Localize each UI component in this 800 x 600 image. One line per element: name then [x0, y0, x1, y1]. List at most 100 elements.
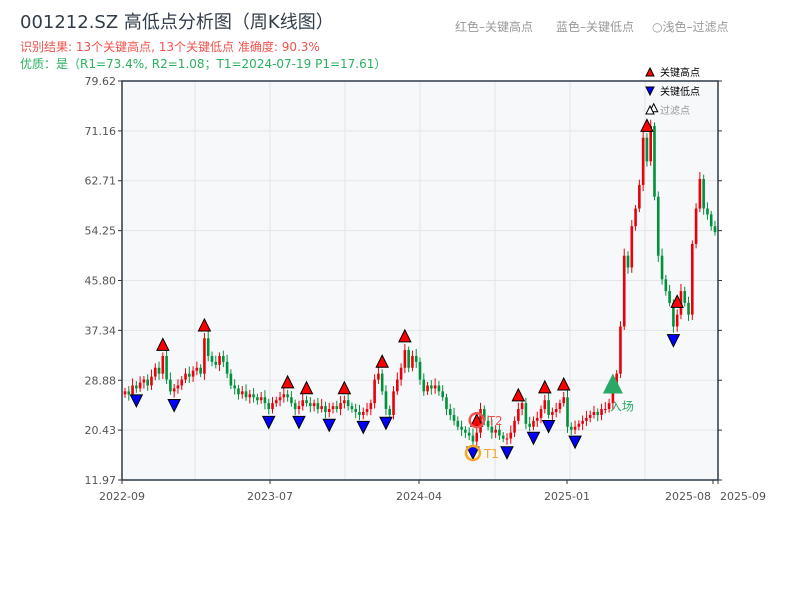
candle-body — [218, 355, 221, 365]
candle-body — [467, 432, 471, 436]
candle-body — [365, 409, 369, 412]
candle-body — [165, 355, 168, 380]
key-low-marker — [292, 415, 306, 430]
candle-body — [702, 179, 705, 209]
key-high-marker — [280, 374, 295, 389]
candle-body — [585, 417, 588, 421]
y-tick-label: 28.88 — [85, 374, 117, 387]
y-tick-label: 54.25 — [85, 225, 117, 238]
candle-body — [490, 426, 494, 433]
candle-body — [327, 409, 331, 412]
candle-body — [282, 394, 286, 398]
y-tick-label: 37.34 — [85, 324, 117, 337]
key-high-marker — [299, 380, 314, 395]
entry-label: 入场 — [610, 399, 634, 413]
legend-label: 过滤点 — [660, 104, 690, 117]
y-tick-label: 79.62 — [85, 75, 117, 88]
key-high-marker — [537, 379, 552, 394]
candle-body — [641, 137, 645, 185]
key-low-marker — [541, 419, 556, 434]
legend-marker — [645, 104, 655, 115]
candle-body — [411, 355, 414, 368]
candle-body — [157, 367, 161, 374]
candle-body — [441, 391, 444, 398]
candle-body — [399, 367, 403, 380]
candle-body — [199, 367, 202, 374]
key-high-marker — [556, 376, 571, 391]
candle-body — [604, 409, 607, 411]
candle-body — [392, 391, 395, 415]
candle-body — [581, 420, 584, 424]
candle-body — [256, 397, 259, 401]
legend-red-high: 红色–关键高点 — [455, 20, 534, 34]
candle-body — [524, 403, 528, 424]
candle-body — [498, 429, 501, 436]
key-low-marker — [261, 415, 276, 430]
y-tick-label: 62.71 — [85, 175, 117, 188]
candle-body — [456, 420, 460, 427]
candle-body — [645, 137, 649, 162]
key-low-marker — [568, 435, 582, 450]
candle-body — [297, 406, 301, 410]
candle-body — [660, 255, 664, 280]
legend-marker — [645, 86, 655, 97]
candle-body — [278, 397, 282, 401]
candle-body — [369, 403, 373, 410]
key-low-marker — [526, 431, 541, 446]
candle-body — [331, 406, 335, 410]
candle-body — [656, 196, 660, 256]
candle-body — [373, 379, 376, 404]
candle-body — [339, 403, 342, 410]
candle-body — [346, 400, 350, 407]
candle-body — [528, 423, 531, 427]
key-high-marker — [337, 380, 352, 395]
candle-body — [252, 394, 255, 398]
candle-body — [554, 409, 558, 412]
y-tick-label: 71.16 — [85, 125, 117, 138]
chart-title: 001212.SZ 高低点分析图（周K线图） — [20, 12, 334, 33]
candle-body — [161, 355, 165, 374]
candle-body — [535, 417, 539, 421]
key-high-marker — [156, 337, 170, 351]
candle-body — [592, 411, 596, 415]
legend-label: 关键低点 — [660, 85, 700, 98]
candle-body — [532, 420, 535, 427]
y-tick-label: 20.43 — [85, 424, 117, 437]
candle-body — [430, 385, 433, 389]
candle-body — [225, 361, 229, 374]
entry-marker — [602, 373, 623, 394]
candle-body — [301, 400, 305, 407]
candle-body — [566, 397, 569, 427]
quality-summary: 优质：是（R1=73.4%, R2=1.08；T1=2024-07-19 P1=… — [20, 57, 387, 71]
legend-blue-low: 蓝色–关键低点 — [556, 20, 635, 34]
candle-body — [203, 338, 206, 374]
key-low-marker — [500, 446, 514, 460]
candle-body — [229, 373, 233, 386]
candle-body — [233, 385, 236, 389]
candle-body — [320, 406, 323, 410]
candle-body — [520, 403, 524, 410]
key-low-marker — [129, 394, 144, 408]
candle-body — [675, 314, 679, 327]
t1-circle — [464, 444, 482, 462]
candle-body — [600, 409, 603, 415]
candle-body — [384, 391, 388, 410]
candle-body — [418, 361, 422, 380]
candle-body — [569, 426, 573, 430]
candle-body — [615, 373, 618, 386]
candle-body — [388, 409, 392, 415]
candle-body — [539, 409, 543, 418]
t2-label: T2 — [487, 414, 503, 428]
key-low-marker — [322, 418, 337, 433]
candle-body — [517, 409, 520, 421]
candle-body — [135, 385, 138, 389]
x-tick-label: 2025-08 — [665, 490, 711, 503]
candle-body — [634, 208, 637, 227]
candle-body — [668, 291, 671, 303]
x-tick-label: 2024-04 — [396, 490, 442, 503]
candle-body — [172, 388, 176, 392]
candle-body — [611, 385, 615, 404]
candle-body — [271, 403, 274, 410]
candle-body — [187, 373, 191, 377]
